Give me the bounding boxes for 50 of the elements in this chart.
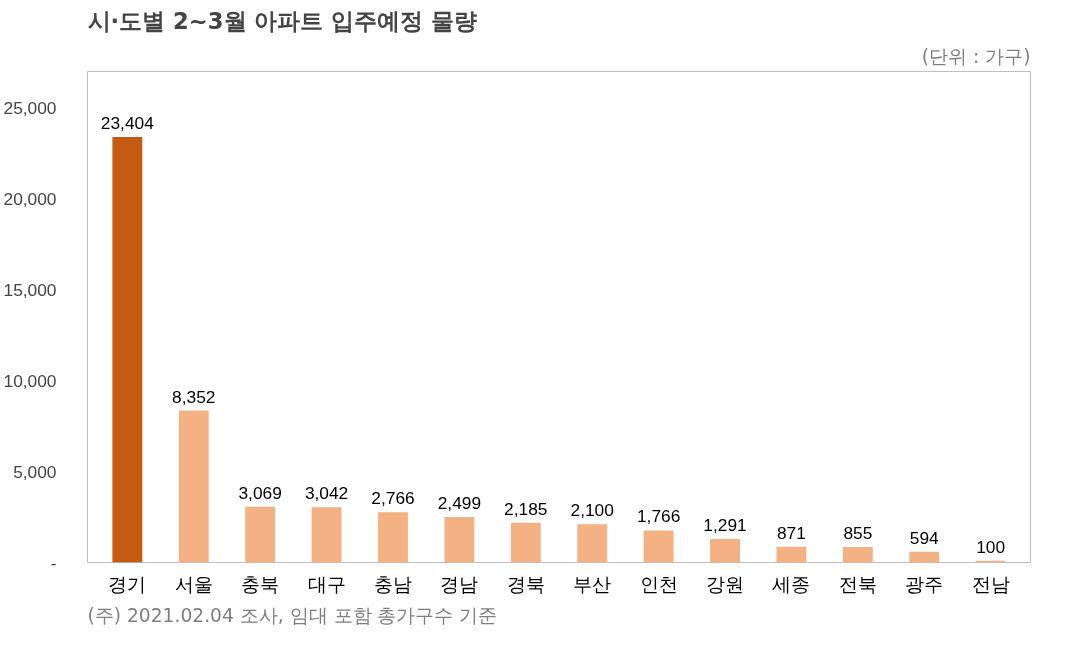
data-label: 855 [843,522,873,543]
data-label: 8,352 [172,386,216,407]
bar [577,524,608,563]
bar [378,512,408,563]
y-tick-label: 5,000 [13,461,57,482]
x-tick-label: 전남 [971,573,1010,595]
text: (주) 2021.02.04 조사, 임대 포함 총가구수 기준 [87,604,498,626]
bar [112,136,143,563]
x-tick-label: 광주 [905,573,944,595]
x-tick-label: 충남 [373,573,412,595]
y-tick-label: 20,000 [3,188,57,209]
bar [710,539,740,563]
data-label: 100 [976,536,1006,557]
data-label: 2,100 [570,500,614,521]
bar [245,506,276,563]
data-label: 1,766 [636,506,681,527]
x-tick-label: 경기 [108,573,147,595]
data-label: 2,185 [504,498,548,519]
chart-title: 시·도별 2~3월 아파트 입주예정 물량 [87,7,478,34]
data-label: 2,499 [437,493,482,514]
data-label: 871 [776,522,806,543]
y-tick-label: 10,000 [3,370,57,391]
data-label: 2,766 [371,488,415,509]
y-tick-label: 25,000 [3,97,57,118]
x-tick-label: 전북 [838,573,877,595]
chart-subtitle: (단위 : 가구) [921,45,1031,67]
bar [909,551,940,563]
x-tick-label: 부산 [573,573,612,595]
data-label: 3,069 [238,482,282,503]
data-label: 1,291 [703,515,747,536]
data-label: 23,404 [100,112,155,133]
data-label: 594 [909,527,940,548]
x-tick-label: 세종 [772,573,811,595]
x-tick-label: 경남 [440,573,479,595]
x-tick-label: 강원 [706,573,745,595]
bar [178,410,209,563]
x-tick-label: 경북 [506,573,545,595]
bar [444,517,475,563]
x-tick-label: 인천 [639,573,678,595]
y-tick-label: 15,000 [3,279,57,300]
bar [311,507,342,563]
data-label: 3,042 [304,483,349,504]
x-tick-label: 서울 [174,573,213,595]
x-tick-label: 충북 [241,573,280,595]
bar [510,522,541,563]
bar [776,546,807,563]
y-tick-label: - [50,552,57,573]
x-tick-label: 대구 [307,573,346,595]
bar [842,546,873,563]
bar [643,530,674,563]
